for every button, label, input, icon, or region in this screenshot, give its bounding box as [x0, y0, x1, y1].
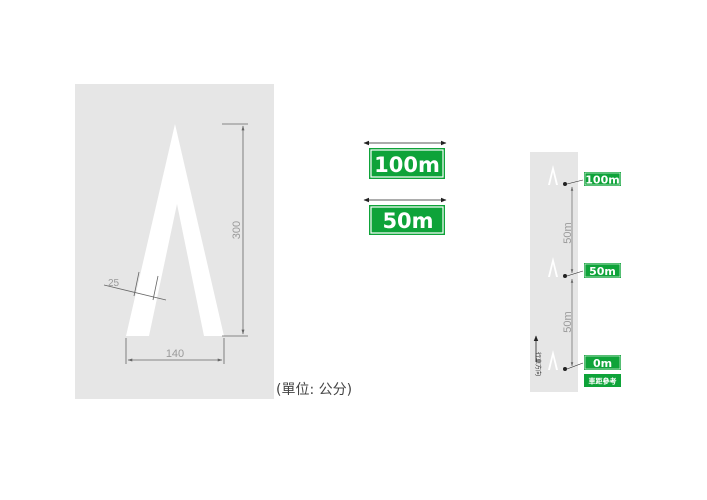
small-sign-0-text: 0m [593, 357, 612, 370]
small-sign-50 [584, 263, 621, 278]
direction-label: 行車方向 [534, 352, 542, 376]
sign-50-text: 50m [382, 209, 433, 233]
small-sign-50-text: 50m [589, 265, 616, 278]
sign-100m-large: 100m [363, 140, 447, 179]
chevron-detail: 300 140 25 (單位: 公分) [75, 84, 352, 399]
layout-plan: 50m 50m 行車方向 100m 50m 0m 車距參考 [530, 152, 621, 392]
road-surface-plan [530, 152, 578, 392]
ref-sign [584, 374, 621, 387]
chevron-50m [548, 257, 558, 277]
stroke-dimension: 25 [103, 271, 167, 301]
sign-100-text: 100m [374, 153, 440, 177]
chevron-100m [548, 165, 558, 185]
spacing-label-2: 50m [562, 311, 574, 332]
chevron-marking [126, 124, 224, 336]
green-sign-100 [369, 148, 445, 179]
small-sign-0 [584, 355, 621, 370]
spacing-label-1: 50m [562, 222, 574, 243]
chevron-0m [548, 350, 558, 370]
sign-50m-large: 50m [363, 197, 447, 235]
green-sign-50 [369, 205, 445, 235]
stroke-width-label: 25 [108, 278, 120, 289]
height-label: 300 [231, 221, 243, 239]
small-sign-100-text: 100m [585, 174, 619, 187]
width-dimension: 140 [125, 338, 225, 364]
width-label: 140 [166, 348, 184, 360]
unit-label: (單位: 公分) [276, 382, 352, 398]
small-sign-100 [584, 172, 621, 186]
ref-sign-text: 車距參考 [589, 377, 617, 386]
height-dimension: 300 [222, 123, 248, 337]
